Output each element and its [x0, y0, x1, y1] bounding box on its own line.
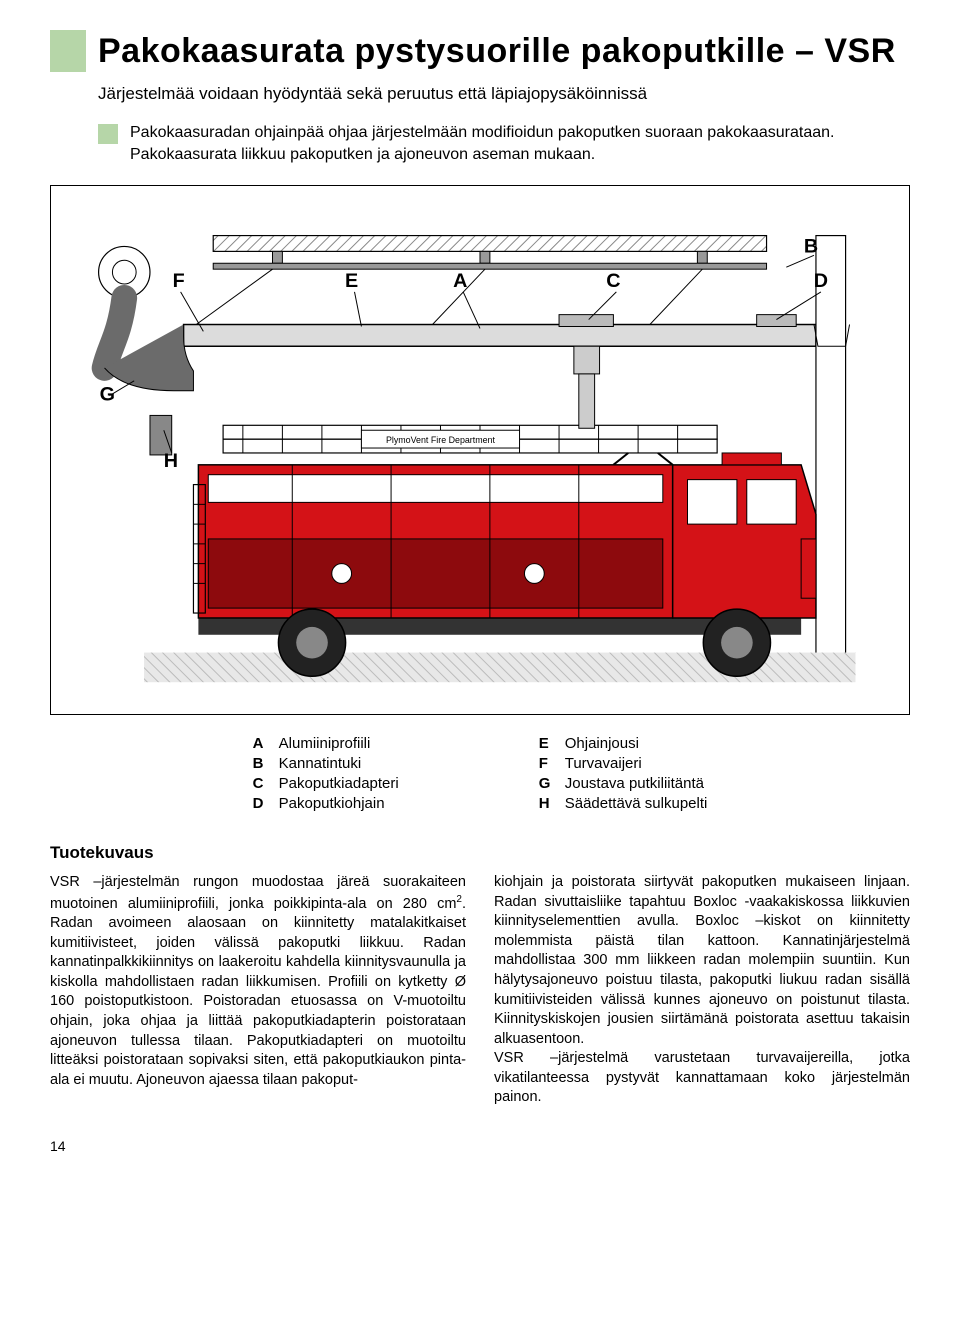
legend-right-column: EOhjainjousi FTurvavaijeri GJoustava put…	[539, 735, 708, 815]
svg-text:A: A	[453, 270, 467, 292]
body-column-right: kiohjain ja poistorata siirtyvät pakoput…	[494, 873, 910, 1108]
body-column-left: VSR –järjestelmän rungon muodostaa järeä…	[50, 873, 466, 1108]
svg-text:E: E	[345, 270, 358, 292]
legend-item: FTurvavaijeri	[539, 755, 708, 772]
page-number: 14	[50, 1138, 910, 1154]
legend-item: GJoustava putkiliitäntä	[539, 775, 708, 792]
page-subtitle: Järjestelmää voidaan hyödyntää sekä peru…	[98, 84, 910, 104]
svg-text:G: G	[100, 384, 115, 406]
title-accent-tab	[50, 30, 86, 72]
svg-text:D: D	[814, 270, 828, 292]
intro-bullet-square	[98, 124, 118, 144]
legend-item: DPakoputkiohjain	[253, 795, 399, 812]
diagram-legend: AAlumiiniprofiili BKannatintuki CPakoput…	[50, 735, 910, 815]
fire-truck-illustration: PlymoVent Fire Department	[144, 374, 855, 682]
svg-text:B: B	[804, 236, 818, 258]
svg-text:F: F	[173, 270, 185, 292]
legend-item: HSäädettävä sulkupelti	[539, 795, 708, 812]
legend-item: BKannatintuki	[253, 755, 399, 772]
diagram-container: PlymoVent Fire Department	[50, 185, 910, 715]
intro-paragraph: Pakokaasuradan ohjainpää ohjaa järjestel…	[130, 122, 910, 165]
legend-left-column: AAlumiiniprofiili BKannatintuki CPakoput…	[253, 735, 399, 815]
legend-item: EOhjainjousi	[539, 735, 708, 752]
page-title: Pakokaasurata pystysuorille pakoputkille…	[98, 32, 896, 71]
legend-item: CPakoputkiadapteri	[253, 775, 399, 792]
svg-text:H: H	[164, 450, 178, 472]
section-title: Tuotekuvaus	[50, 843, 910, 863]
truck-banner-text: PlymoVent Fire Department	[386, 435, 496, 445]
legend-item: AAlumiiniprofiili	[253, 735, 399, 752]
body-columns: VSR –järjestelmän rungon muodostaa järeä…	[50, 873, 910, 1108]
exhaust-rail-diagram: PlymoVent Fire Department	[65, 196, 895, 704]
svg-text:C: C	[606, 270, 620, 292]
